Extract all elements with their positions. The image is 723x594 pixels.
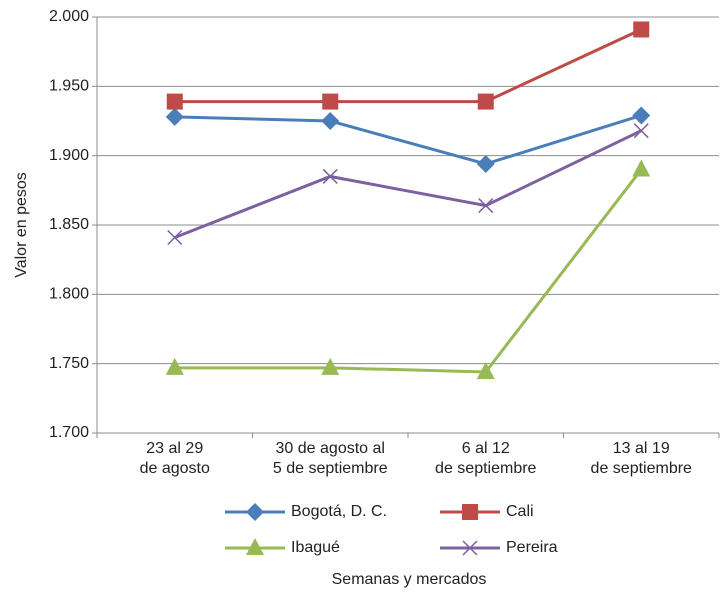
data-point [632, 159, 651, 177]
data-point [632, 106, 651, 125]
y-tick-label: 1.800 [49, 286, 89, 303]
data-point [167, 229, 183, 246]
series-line [174, 168, 643, 374]
data-point [165, 107, 184, 126]
legend-marker [246, 538, 264, 555]
x-tick-label: 30 de agosto al 5 de septiembre [272, 440, 388, 477]
y-tick-label: 1.950 [49, 78, 89, 95]
data-point [476, 361, 495, 379]
legend-label: Bogotá, D. C. [291, 503, 387, 520]
data-point [633, 21, 650, 38]
legend-label: Ibagué [291, 539, 340, 556]
y-tick-label: 1.900 [49, 147, 89, 164]
y-tick-label: 1.750 [49, 355, 89, 372]
legend-label: Cali [506, 503, 534, 520]
data-point [633, 123, 649, 139]
data-point [322, 168, 338, 184]
data-point [166, 93, 183, 110]
data-point [322, 93, 339, 110]
y-tick-label: 2.000 [49, 8, 89, 25]
series-line [174, 129, 642, 239]
y-tick-label: 1.700 [49, 424, 89, 441]
x-tick-label: 6 al 12 de septiembre [435, 440, 537, 477]
legend-marker [462, 504, 478, 520]
data-point [477, 93, 494, 110]
data-point [476, 154, 495, 173]
x-axis-title: Semanas y mercados [332, 571, 487, 588]
x-tick-label: 23 al 29 de agosto [139, 440, 210, 477]
legend-label: Pereira [506, 539, 558, 556]
data-point [478, 198, 494, 214]
data-point [321, 112, 340, 130]
series-line [174, 114, 642, 166]
x-tick-label: 13 al 19 de septiembre [590, 440, 692, 477]
y-axis-title: Valor en pesos [13, 172, 30, 278]
legend-marker [246, 503, 264, 521]
series-line [174, 28, 642, 104]
data-point [165, 357, 184, 375]
y-tick-label: 1.850 [49, 216, 89, 233]
data-point [321, 357, 340, 375]
legend-marker [462, 540, 478, 556]
